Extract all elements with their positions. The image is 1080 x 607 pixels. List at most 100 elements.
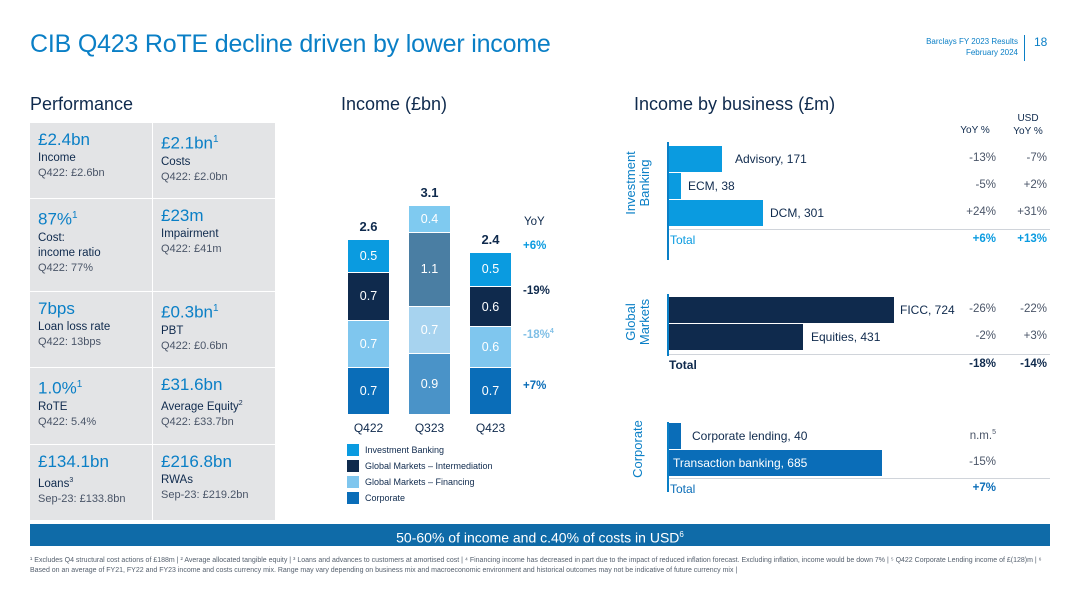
performance-title: Performance — [30, 94, 134, 114]
business-bar-label: Transaction banking, 685 — [673, 456, 808, 470]
yoy-percent: -15% — [969, 456, 996, 468]
metric-label: Income — [38, 152, 76, 164]
col-usd-line2: YoY % — [1013, 126, 1043, 137]
group-label-line1: Corporate — [630, 420, 645, 478]
group-label: Corporate — [630, 389, 645, 509]
bar-segment: 0.7 — [409, 307, 450, 354]
metric-sup: 1 — [213, 303, 219, 314]
metric-label: Costs — [161, 155, 191, 168]
yoy-value: -18%4 — [523, 328, 554, 341]
bar-total-label: 3.1 — [420, 184, 439, 200]
metric-comparison: Q422: £2.0bn — [161, 170, 228, 183]
performance-cell: £134.1bn Loans3 Sep-23: £133.8bn — [30, 445, 152, 520]
yoy-percent: +24% — [966, 206, 996, 218]
bar-segment: 0.7 — [348, 367, 389, 414]
usd-banner: 50-60% of income and c.40% of costs in U… — [30, 524, 1050, 546]
legend-label: Global Markets – Intermediation — [365, 461, 493, 471]
business-bar — [669, 297, 894, 323]
total-rule — [669, 354, 1050, 355]
yoy-value: +6% — [523, 240, 547, 252]
metric-label-sup: 2 — [238, 400, 243, 407]
x-tick-label: Q323 — [414, 421, 445, 435]
metric-value: £23m — [161, 206, 204, 225]
group-total-usd: -14% — [1020, 358, 1047, 370]
legend-label: Global Markets – Financing — [365, 477, 475, 487]
group-total-yoy: -18% — [969, 358, 996, 370]
business-bar-label: Corporate lending, 40 — [692, 429, 808, 443]
group-bracket — [667, 294, 669, 356]
metric-sup: 1 — [76, 379, 83, 390]
performance-cell: £0.3bn1 PBT Q422: £0.6bn — [153, 292, 275, 367]
metric-label: Loans3 — [38, 477, 74, 490]
bar-segment: 0.6 — [470, 286, 511, 327]
usd-yoy-percent: -22% — [1020, 303, 1047, 315]
total-rule — [669, 229, 1050, 230]
page-title: CIB Q423 RoTE decline driven by lower in… — [30, 30, 551, 58]
legend-swatch — [347, 460, 359, 472]
x-tick-label: Q423 — [475, 421, 506, 435]
metric-comparison: Q422: £33.7bn — [161, 415, 234, 428]
metric-value: £216.8bn — [161, 452, 232, 471]
metric-comparison: Sep-23: £219.2bn — [161, 489, 249, 501]
group-bracket — [667, 422, 669, 492]
header-line1: Barclays FY 2023 Results — [926, 37, 1018, 46]
yoy-sup: 4 — [549, 328, 554, 335]
metric-comparison: Q422: 5.4% — [38, 415, 97, 428]
bar-segment: 0.7 — [348, 320, 389, 367]
yoy-percent: -5% — [975, 179, 996, 191]
col-usd-header: USD YoY % — [1003, 112, 1053, 138]
business-bar-label: Equities, 431 — [811, 330, 881, 344]
group-total-label: Total — [670, 233, 696, 247]
x-tick-label: Q422 — [353, 421, 384, 435]
income-chart-title: Income (£bn) — [341, 94, 448, 114]
metric-label: RWAs — [161, 474, 193, 486]
metric-sup: 1 — [72, 210, 78, 221]
yoy-percent: -13% — [969, 152, 996, 164]
banner-sup: 6 — [679, 530, 684, 539]
group-label-line1: Global — [623, 303, 638, 341]
bar-segment: 0.5 — [348, 239, 389, 273]
metric-value: £134.1bn — [38, 452, 109, 471]
metric-value: £31.6bn — [161, 375, 223, 394]
header-info: Barclays FY 2023 Results February 2024 — [926, 36, 1018, 58]
group-total-label: Total — [669, 358, 697, 372]
yoy-header: YoY — [524, 216, 545, 228]
metric-value: £2.1bn1 — [161, 133, 219, 153]
metric-comparison: Q422: £41m — [161, 243, 222, 255]
business-bar — [669, 450, 882, 476]
col-usd-line1: USD — [1017, 113, 1039, 124]
legend-swatch — [347, 492, 359, 504]
group-label-line2: Markets — [637, 298, 652, 346]
metric-label: Impairment — [161, 228, 219, 240]
legend-label: Investment Banking — [365, 445, 445, 455]
group-total-yoy: +7% — [972, 482, 996, 494]
business-title: Income by business (£m) — [634, 94, 836, 114]
metric-value: £2.4bn — [38, 130, 90, 149]
performance-cell: £31.6bn Average Equity2 Q422: £33.7bn — [153, 368, 275, 444]
performance-grid: £2.4bn Income Q422: £2.6bn £2.1bn1 Costs Q422… — [30, 123, 275, 520]
business-bar-label: FICC, 724 — [900, 303, 955, 317]
usd-yoy-percent: +3% — [1023, 330, 1047, 342]
legend-item: Corporate — [347, 492, 405, 504]
metric-label: Loan loss rate — [38, 321, 111, 333]
business-bar — [669, 423, 682, 449]
performance-cell: 7bps Loan loss rate Q422: 13bps — [30, 292, 152, 367]
performance-cell: £2.1bn1 Costs Q422: £2.0bn — [153, 123, 275, 198]
metric-label-2: income ratio — [38, 246, 101, 259]
business-bar-label: ECM, 38 — [688, 179, 735, 193]
bar-segment: 0.7 — [470, 367, 511, 414]
bar-segment: 0.6 — [470, 327, 511, 367]
business-bar — [669, 324, 803, 350]
legend-swatch — [347, 444, 359, 456]
yoy-value: +7% — [523, 380, 547, 392]
group-label-line2: Banking — [637, 159, 652, 207]
metric-comparison: Q422: £0.6bn — [161, 339, 228, 352]
business-bar — [669, 200, 763, 226]
yoy-percent: -2% — [975, 330, 996, 342]
usd-yoy-percent: -7% — [1026, 152, 1047, 164]
bar-segment: 0.7 — [348, 273, 389, 320]
metric-value: 87%1 — [38, 209, 78, 229]
metric-label: Cost: — [38, 231, 65, 244]
metric-value: 1.0%1 — [38, 378, 83, 398]
col-yoy-header: YoY % — [960, 125, 990, 136]
